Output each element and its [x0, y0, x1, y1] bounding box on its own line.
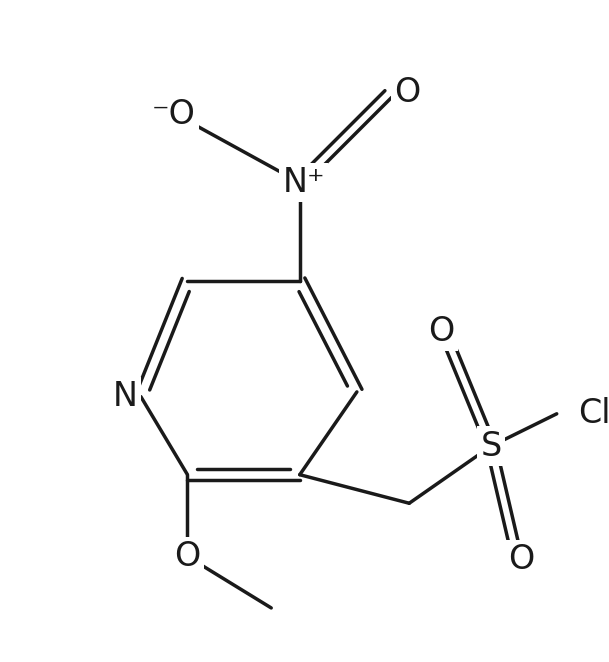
Text: N⁺: N⁺ — [282, 166, 325, 199]
Text: O: O — [174, 540, 200, 573]
Text: ⁻O: ⁻O — [152, 99, 196, 132]
Text: O: O — [429, 314, 455, 348]
Text: Cl: Cl — [578, 397, 609, 430]
Text: S: S — [481, 430, 502, 463]
Text: N: N — [113, 380, 138, 413]
Text: O: O — [509, 543, 535, 576]
Text: O: O — [394, 75, 420, 109]
